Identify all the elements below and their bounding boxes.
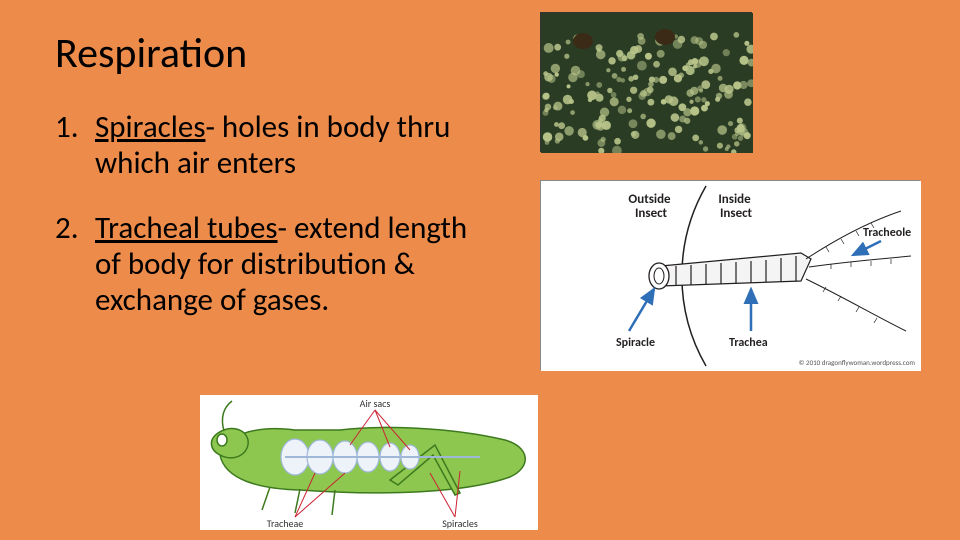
- label-outside-1: Outside: [628, 192, 671, 207]
- term: Spiracles: [95, 108, 205, 146]
- label-spiracles: Spiracles: [442, 517, 478, 530]
- label-inside-1: Inside: [718, 192, 751, 207]
- term: Tracheal tubes: [95, 209, 278, 247]
- content-list: 1. Spiracles- holes in body thru which a…: [55, 110, 475, 348]
- item-text: Spiracles- holes in body thru which air …: [95, 110, 475, 181]
- item-text: Tracheal tubes- extend length of body fo…: [95, 211, 475, 318]
- label-spiracle: Spiracle: [616, 336, 655, 350]
- tracheal-diagram: Outside Insect Inside Insect Spiracle Tr…: [540, 180, 920, 370]
- page-title: Respiration: [55, 28, 247, 79]
- label-inside-2: Insect: [720, 206, 753, 221]
- list-item: 2. Tracheal tubes- extend length of body…: [55, 211, 475, 318]
- svg-text:Outside Insect: Outside Insect: [628, 192, 673, 221]
- list-item: 1. Spiracles- holes in body thru which a…: [55, 110, 475, 181]
- image-credit: © 2010 dragonflywoman.wordpress.com: [799, 358, 915, 367]
- label-tracheole: Tracheole: [863, 226, 911, 240]
- grasshopper-diagram: Air sacs Tracheae Spiracles: [200, 395, 538, 530]
- item-number: 2.: [55, 211, 95, 318]
- item-number: 1.: [55, 110, 95, 181]
- label-trachea: Trachea: [729, 336, 768, 350]
- label-tracheae: Tracheae: [267, 517, 304, 530]
- spiracles-photo: [540, 12, 752, 152]
- label-airsacs: Air sacs: [360, 397, 391, 410]
- svg-text:Inside Insect: Inside Insect: [718, 192, 753, 221]
- label-outside-2: Insect: [635, 206, 668, 221]
